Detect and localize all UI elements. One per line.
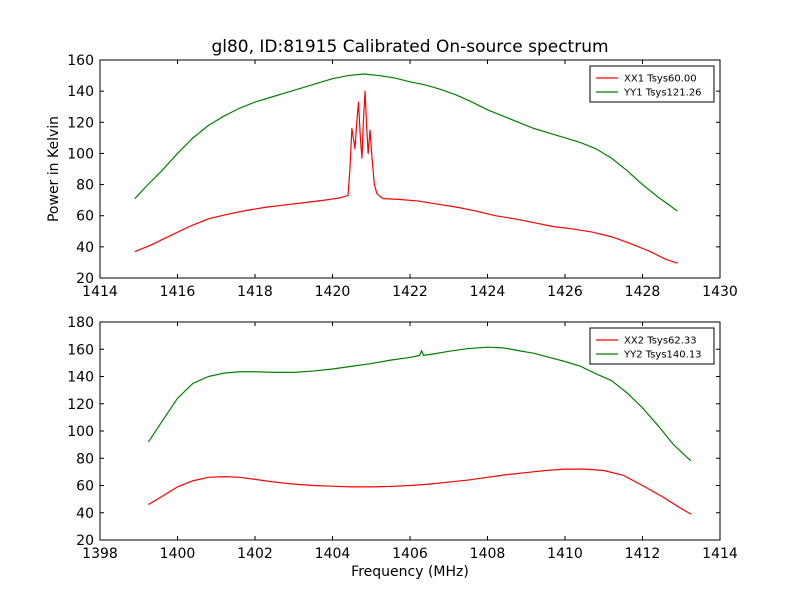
x-tick-label: 1412 [625, 546, 661, 562]
y-tick-label: 120 [67, 397, 94, 413]
series-line-yy1 [134, 73, 678, 212]
y-tick-label: 40 [76, 506, 94, 522]
x-tick-label: 1422 [392, 284, 428, 300]
x-tick-label: 1426 [547, 284, 583, 300]
y-tick-label: 160 [67, 342, 94, 358]
x-axis-label: Frequency (MHz) [351, 564, 469, 580]
x-tick-label: 1414 [82, 284, 118, 300]
x-tick-label: 1410 [547, 546, 583, 562]
y-tick-label: 60 [76, 209, 94, 225]
upper-spectrum-panel: 1414 1416 1418 1420 1422 1424 1426 1428 1430 20 40… [46, 37, 738, 300]
legend-box [589, 65, 715, 103]
legend: XX1 Tsys60.00 YY1 Tsys121.26 [589, 65, 715, 103]
y-tick-label: 20 [76, 533, 94, 549]
x-tick-label: 1416 [160, 284, 196, 300]
y-axis-label: Power in Kelvin [46, 116, 62, 222]
x-tick-label: 1404 [315, 546, 351, 562]
x-tick-label: 1414 [702, 546, 738, 562]
series-line-xx1 [134, 90, 678, 264]
legend-entry: YY1 Tsys121.26 [623, 88, 702, 99]
series-line-yy2 [147, 346, 692, 462]
y-tick-label: 100 [67, 146, 94, 162]
y-tick-label: 140 [67, 84, 94, 100]
y-tick-label: 100 [67, 424, 94, 440]
x-tick-label: 1408 [470, 546, 506, 562]
legend-entry: YY2 Tsys140.13 [623, 350, 702, 361]
legend-entry: XX1 Tsys60.00 [624, 74, 697, 85]
x-tick-label: 1400 [160, 546, 196, 562]
y-tick-label: 20 [76, 271, 94, 287]
y-tick-label: 60 [76, 479, 94, 495]
y-tick-label: 160 [67, 53, 94, 69]
x-tick-label: 1406 [392, 546, 428, 562]
legend: XX2 Tsys62.33 YY2 Tsys140.13 [589, 327, 715, 365]
chart-title: gl80, ID:81915 Calibrated On-source spec… [211, 37, 608, 57]
x-tick-label: 1418 [237, 284, 273, 300]
x-tick-label: 1420 [315, 284, 351, 300]
x-tick-label: 1398 [82, 546, 118, 562]
y-tick-label: 40 [76, 240, 94, 256]
x-tick-label: 1430 [702, 284, 738, 300]
x-tick-label: 1424 [470, 284, 506, 300]
y-tick-label: 180 [67, 315, 94, 331]
x-tick-label: 1428 [625, 284, 661, 300]
x-tick-label: 1402 [237, 546, 273, 562]
lower-spectrum-panel: 1398 1400 1402 1404 1406 1408 1410 1412 1414 20 40… [67, 315, 738, 580]
y-tick-label: 80 [76, 178, 94, 194]
series-line-xx2 [148, 468, 692, 515]
legend-box [589, 327, 715, 365]
y-tick-label: 120 [67, 115, 94, 131]
y-tick-label: 140 [67, 370, 94, 386]
y-tick-label: 80 [76, 451, 94, 467]
legend-entry: XX2 Tsys62.33 [624, 336, 697, 347]
